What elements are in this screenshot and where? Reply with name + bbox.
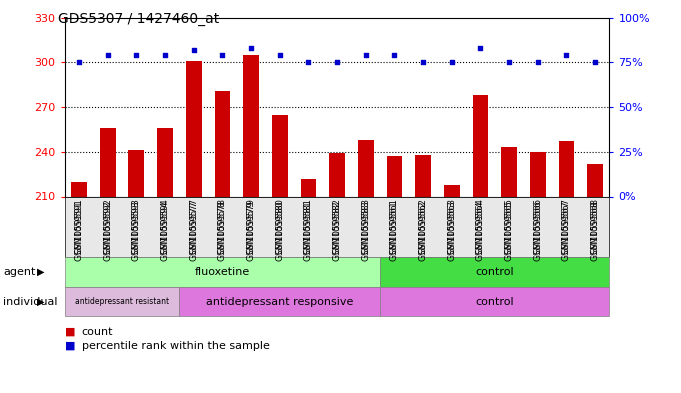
- Text: GSM1059565: GSM1059565: [505, 198, 513, 254]
- Point: [303, 59, 314, 66]
- Text: GSM1059582: GSM1059582: [332, 198, 342, 254]
- Text: GSM1059578: GSM1059578: [218, 198, 227, 254]
- Text: GSM1059568: GSM1059568: [590, 200, 600, 261]
- Text: GSM1059593: GSM1059593: [132, 198, 141, 254]
- Point: [561, 52, 572, 59]
- Text: GSM1059580: GSM1059580: [275, 198, 284, 254]
- Bar: [243, 55, 259, 196]
- Text: ■: ■: [65, 327, 75, 337]
- Text: GSM1059562: GSM1059562: [419, 198, 428, 254]
- Text: GSM1059581: GSM1059581: [304, 200, 313, 261]
- Bar: [129, 150, 144, 196]
- Text: control: control: [475, 267, 514, 277]
- Text: GSM1059567: GSM1059567: [562, 198, 571, 254]
- Text: GSM1059583: GSM1059583: [361, 200, 370, 261]
- Text: antidepressant responsive: antidepressant responsive: [206, 297, 353, 307]
- Bar: [473, 95, 488, 196]
- Text: count: count: [82, 327, 113, 337]
- Bar: [387, 156, 402, 196]
- Text: GSM1059566: GSM1059566: [533, 198, 542, 254]
- Text: GSM1059563: GSM1059563: [447, 198, 456, 254]
- Point: [389, 52, 400, 59]
- Text: GSM1059594: GSM1059594: [161, 198, 170, 254]
- Text: GSM1059594: GSM1059594: [161, 200, 170, 261]
- Bar: [587, 164, 603, 196]
- Point: [417, 59, 428, 66]
- Point: [246, 45, 257, 51]
- Bar: [186, 61, 202, 196]
- Text: GSM1059568: GSM1059568: [590, 198, 600, 254]
- Point: [217, 52, 228, 59]
- Bar: [100, 128, 116, 196]
- Text: GSM1059593: GSM1059593: [132, 200, 141, 261]
- Text: GSM1059578: GSM1059578: [218, 200, 227, 261]
- Point: [533, 59, 543, 66]
- Text: agent: agent: [3, 267, 36, 277]
- Text: ▶: ▶: [37, 297, 45, 307]
- Bar: [71, 182, 87, 196]
- Text: percentile rank within the sample: percentile rank within the sample: [82, 341, 270, 351]
- Bar: [415, 155, 431, 196]
- Bar: [157, 128, 173, 196]
- Text: GSM1059579: GSM1059579: [247, 198, 255, 254]
- Text: GSM1059561: GSM1059561: [390, 200, 399, 261]
- Point: [360, 52, 371, 59]
- Bar: [501, 147, 517, 196]
- Point: [74, 59, 84, 66]
- Text: GSM1059566: GSM1059566: [533, 200, 542, 261]
- Bar: [444, 185, 460, 196]
- Point: [159, 52, 170, 59]
- Point: [475, 45, 486, 51]
- Text: GSM1059592: GSM1059592: [104, 200, 112, 261]
- Point: [446, 59, 457, 66]
- Text: GSM1059561: GSM1059561: [390, 198, 399, 254]
- Bar: [329, 153, 345, 196]
- Bar: [215, 91, 230, 196]
- Point: [102, 52, 113, 59]
- Text: GSM1059567: GSM1059567: [562, 200, 571, 261]
- Text: antidepressant resistant: antidepressant resistant: [75, 297, 169, 306]
- Point: [131, 52, 142, 59]
- Text: GSM1059562: GSM1059562: [419, 200, 428, 261]
- Text: GSM1059583: GSM1059583: [361, 198, 370, 254]
- Text: GDS5307 / 1427460_at: GDS5307 / 1427460_at: [58, 12, 219, 26]
- Text: GSM1059581: GSM1059581: [304, 198, 313, 254]
- Text: ■: ■: [65, 341, 75, 351]
- Text: fluoxetine: fluoxetine: [195, 267, 250, 277]
- Text: GSM1059564: GSM1059564: [476, 198, 485, 254]
- Text: GSM1059591: GSM1059591: [74, 200, 84, 261]
- Text: GSM1059592: GSM1059592: [104, 198, 112, 254]
- Text: GSM1059582: GSM1059582: [332, 200, 342, 261]
- Text: GSM1059564: GSM1059564: [476, 200, 485, 261]
- Bar: [272, 114, 287, 196]
- Bar: [530, 152, 545, 196]
- Point: [188, 47, 199, 53]
- Point: [274, 52, 285, 59]
- Text: GSM1059563: GSM1059563: [447, 200, 456, 261]
- Point: [504, 59, 515, 66]
- Text: GSM1059565: GSM1059565: [505, 200, 513, 261]
- Text: GSM1059579: GSM1059579: [247, 200, 255, 261]
- Text: GSM1059577: GSM1059577: [189, 200, 198, 261]
- Text: ▶: ▶: [37, 267, 45, 277]
- Text: GSM1059591: GSM1059591: [74, 198, 84, 254]
- Bar: [558, 141, 574, 196]
- Text: GSM1059580: GSM1059580: [275, 200, 284, 261]
- Text: individual: individual: [3, 297, 58, 307]
- Bar: [358, 140, 374, 196]
- Point: [332, 59, 343, 66]
- Point: [590, 59, 601, 66]
- Text: control: control: [475, 297, 514, 307]
- Bar: [300, 178, 316, 196]
- Text: GSM1059577: GSM1059577: [189, 198, 198, 254]
